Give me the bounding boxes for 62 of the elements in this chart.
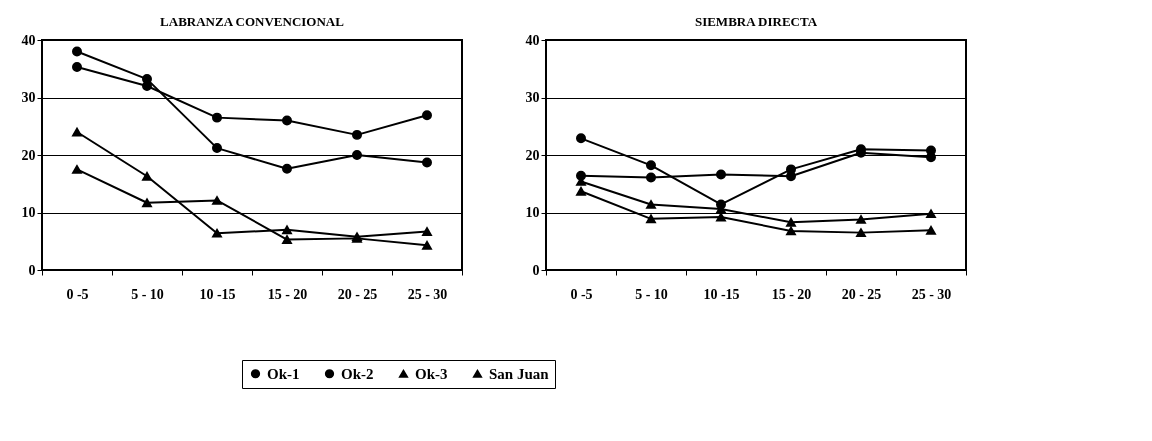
point — [352, 150, 362, 160]
point — [72, 62, 82, 72]
x-tick-label: 5 - 10 — [131, 286, 164, 302]
point — [212, 196, 222, 205]
point — [422, 157, 432, 168]
point — [142, 198, 152, 208]
point — [646, 172, 656, 183]
point — [786, 217, 796, 227]
point — [142, 81, 152, 91]
x-tick-label: 15 - 20 — [267, 286, 308, 302]
y-tick-label: 0 — [532, 262, 540, 278]
point — [72, 164, 82, 174]
y-tick-label: 10 — [525, 205, 540, 220]
legend-label: Ok-3 — [415, 365, 448, 382]
point — [646, 200, 656, 209]
point — [926, 209, 936, 219]
y-tick-label: 20 — [525, 147, 540, 163]
legend-label: San Juan — [489, 365, 550, 382]
legend-label: Ok-1 — [267, 365, 300, 382]
y-tick-label: 40 — [525, 32, 540, 48]
legend-label: Ok-2 — [341, 365, 374, 382]
x-tick-label: 5 - 10 — [635, 286, 668, 302]
x-tick-label: 10 -15 — [199, 286, 236, 302]
point — [646, 160, 656, 171]
y-tick-label: 40 — [21, 32, 36, 48]
point — [212, 112, 222, 123]
point — [352, 129, 362, 140]
y-tick-label: 30 — [525, 90, 540, 105]
point — [282, 163, 292, 174]
point — [856, 228, 866, 238]
point — [422, 240, 432, 250]
y-tick-label: 30 — [21, 90, 36, 105]
point — [422, 227, 432, 236]
point — [422, 110, 432, 121]
x-tick-label: 10 -15 — [703, 286, 740, 302]
y-tick-label: 20 — [21, 147, 36, 163]
point — [282, 235, 292, 244]
point — [576, 186, 586, 196]
y-tick-label: 0 — [28, 262, 36, 278]
x-tick-label: 0 -5 — [570, 286, 593, 302]
x-tick-label: 25 - 30 — [911, 286, 952, 302]
x-tick-label: 20 - 25 — [337, 286, 378, 302]
point — [926, 225, 936, 235]
point — [72, 46, 82, 57]
x-tick-label: 0 -5 — [66, 286, 89, 302]
point — [646, 214, 656, 224]
point — [716, 169, 726, 180]
point — [576, 133, 586, 144]
point — [212, 228, 222, 238]
chart-title: LABRANZA CONVENCIONAL — [160, 14, 345, 29]
chart-title: SIEMBRA DIRECTA — [694, 14, 818, 29]
x-tick-label: 15 - 20 — [771, 286, 812, 302]
point — [142, 171, 152, 181]
point — [212, 143, 222, 154]
y-tick-label: 10 — [21, 205, 36, 220]
point — [282, 225, 292, 235]
point — [72, 127, 82, 137]
x-tick-label: 25 - 30 — [407, 286, 448, 302]
point — [856, 214, 866, 224]
point — [282, 115, 292, 126]
point — [786, 226, 796, 236]
x-tick-label: 20 - 25 — [841, 286, 882, 302]
